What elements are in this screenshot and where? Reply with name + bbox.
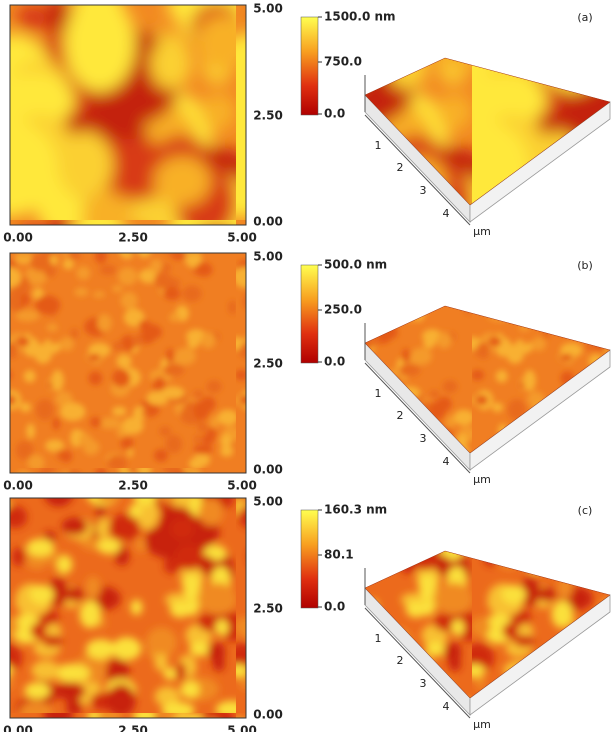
colorbar-label: 500.0 nm — [324, 258, 387, 272]
axis-3d — [364, 114, 471, 226]
colorbar-label: 80.1 — [324, 548, 354, 562]
axis-3d-label: 1 — [375, 632, 382, 645]
colorbar-label: 0.0 — [324, 355, 345, 369]
axis-3d-label: 3 — [420, 184, 427, 197]
colorbar — [300, 264, 319, 364]
colorbar-label: 250.0 — [324, 303, 362, 317]
panel: 0.00 2.50 5.00 0.00 2.50 5.00 500.0 nm 250.0 0.0… — [3, 250, 611, 493]
panel-label: (c) — [578, 504, 593, 517]
colorbar-label: 1500.0 nm — [324, 10, 396, 24]
colorbar — [300, 16, 319, 116]
afm-image — [9, 4, 247, 226]
colorbar — [300, 509, 319, 609]
y-tick-label: 0.00 — [253, 463, 283, 477]
axis-3d-label: 1 — [375, 139, 382, 152]
y-tick-label: 5.00 — [253, 250, 283, 264]
x-tick-label: 5.00 — [227, 479, 257, 493]
axis-3d-label: 1 — [375, 387, 382, 400]
axis-3d-label: µm — [473, 225, 491, 238]
x-tick-label: 0.00 — [3, 231, 33, 245]
surface-top — [364, 550, 611, 699]
colorbar-label: 0.0 — [324, 600, 345, 614]
axis-3d-label: 4 — [443, 455, 450, 468]
y-tick-label: 2.50 — [253, 602, 283, 616]
y-tick-label: 2.50 — [253, 109, 283, 123]
y-tick-label: 2.50 — [253, 357, 283, 371]
axis-3d-label: 2 — [397, 161, 404, 174]
surface-top — [364, 57, 611, 206]
y-tick-label: 0.00 — [253, 708, 283, 722]
axis-3d — [364, 607, 471, 719]
x-tick-label: 0.00 — [3, 724, 33, 732]
afm-image — [9, 497, 247, 719]
axis-3d-label: 2 — [397, 654, 404, 667]
x-tick-label: 2.50 — [118, 479, 148, 493]
axis-3d-label: 3 — [420, 677, 427, 690]
x-tick-label: 2.50 — [118, 231, 148, 245]
axis-3d-label: 4 — [443, 700, 450, 713]
colorbar-label: 0.0 — [324, 107, 345, 121]
y-tick-label: 5.00 — [253, 495, 283, 509]
axis-3d-label: 3 — [420, 432, 427, 445]
afm-image — [9, 252, 247, 474]
colorbar-label: 160.3 nm — [324, 503, 387, 517]
x-tick-label: 2.50 — [118, 724, 148, 732]
panel-label: (b) — [577, 259, 593, 272]
axis-3d-label: µm — [473, 718, 491, 731]
axis-3d — [364, 362, 471, 474]
y-tick-label: 5.00 — [253, 2, 283, 16]
colorbar-label: 750.0 — [324, 55, 362, 69]
panel: 0.00 2.50 5.00 0.00 2.50 5.00 1500.0 nm 750.0 0.… — [3, 2, 611, 245]
y-tick-label: 0.00 — [253, 215, 283, 229]
axis-3d-label: 4 — [443, 207, 450, 220]
x-tick-label: 5.00 — [227, 724, 257, 732]
surface-top — [364, 305, 611, 454]
axis-3d-label: µm — [473, 473, 491, 486]
axis-3d-label: 2 — [397, 409, 404, 422]
panel: 0.00 2.50 5.00 0.00 2.50 5.00 160.3 nm 80.1 0.0 (… — [3, 495, 611, 732]
x-tick-label: 5.00 — [227, 231, 257, 245]
panel-label: (a) — [577, 11, 592, 24]
x-tick-label: 0.00 — [3, 479, 33, 493]
